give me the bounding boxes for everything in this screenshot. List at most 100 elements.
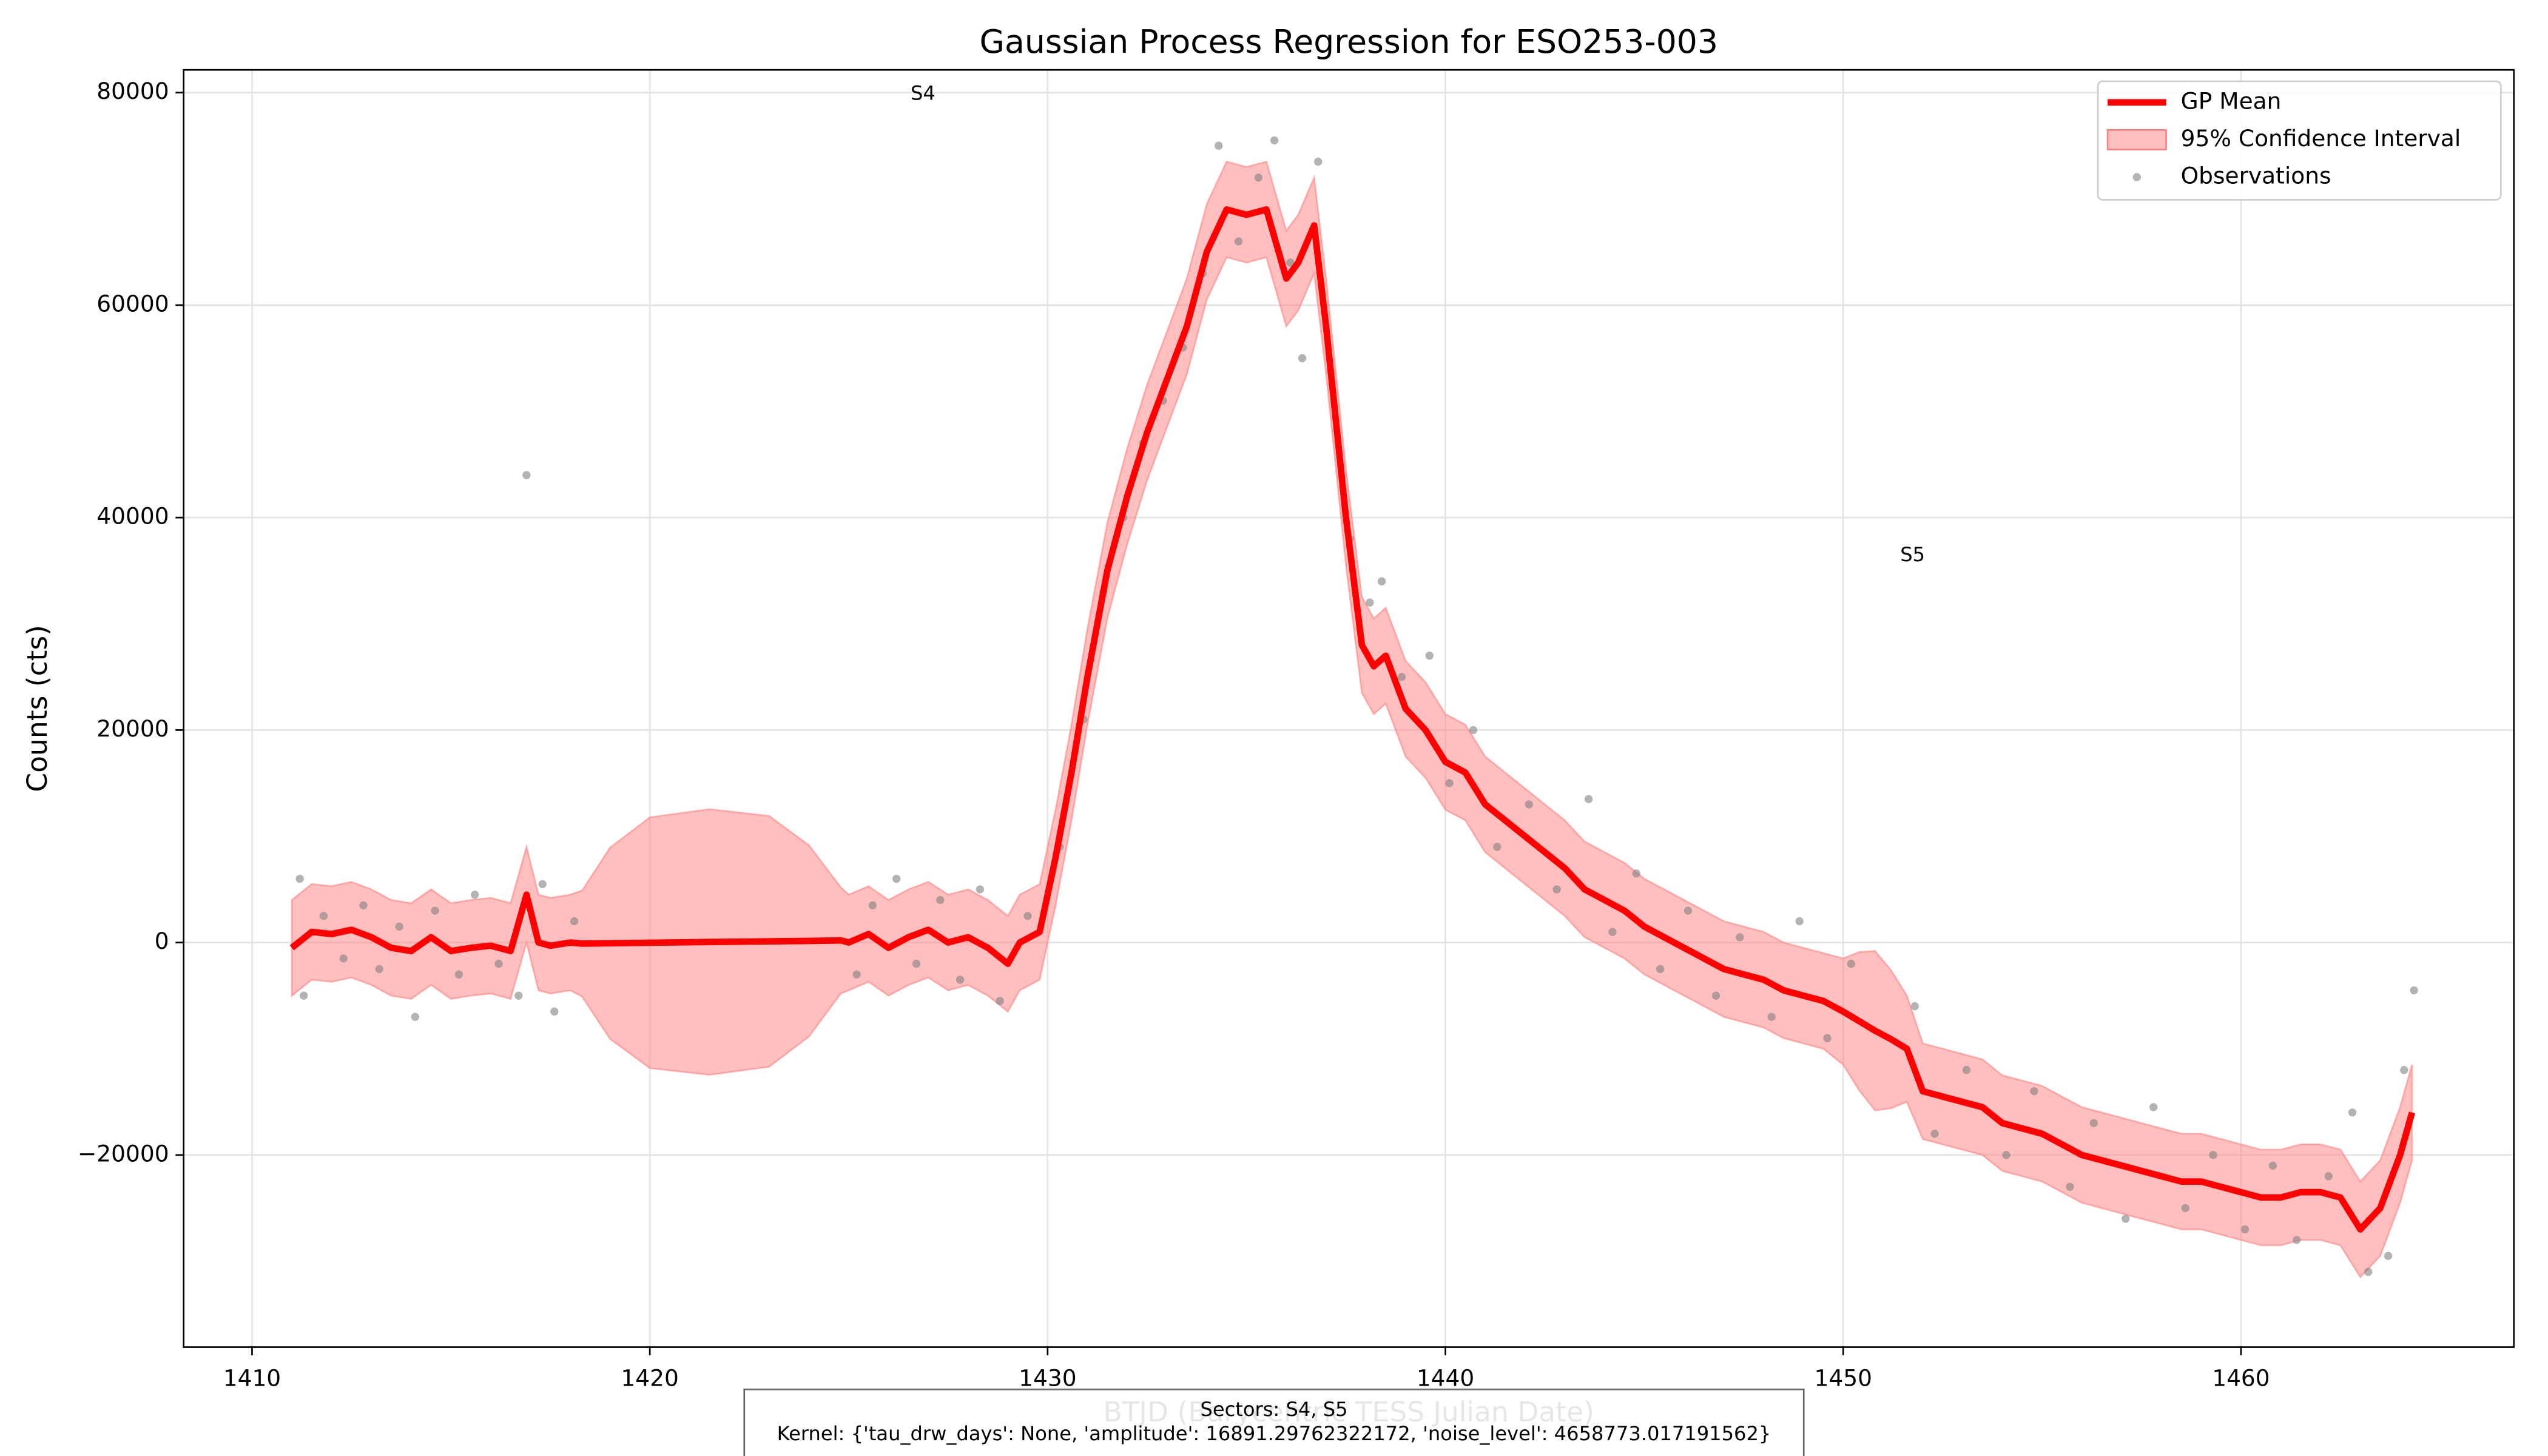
observation [868, 901, 877, 910]
observation [2348, 1108, 2357, 1117]
observation [494, 959, 503, 968]
y-tick-label: −20000 [78, 1140, 169, 1167]
y-tick-label: 40000 [96, 503, 169, 530]
confidence-band [291, 160, 2413, 1279]
observation [1525, 800, 1533, 809]
observation [2089, 1119, 2098, 1127]
legend-box [2097, 80, 2502, 201]
annotation: S5 [1900, 543, 1925, 566]
observation [550, 1007, 559, 1016]
y-tick-label: 0 [155, 928, 169, 954]
ticks: 1410 1420 1430 1440 1450 1460 −20000 0 20000 4000… [78, 78, 2270, 1391]
observation [2400, 1066, 2408, 1074]
observation [1254, 174, 1263, 182]
observation [2240, 1225, 2250, 1234]
observation [2268, 1161, 2277, 1170]
observation [1823, 1034, 1832, 1042]
x-tick-label: 1410 [223, 1365, 281, 1392]
observation [300, 991, 308, 1000]
observation [1795, 917, 1804, 926]
observation [2122, 1215, 2130, 1223]
plot-area [289, 136, 2418, 1279]
observation [1656, 965, 1665, 974]
info-line: Sectors: S4, S5 [1200, 1398, 1347, 1421]
legend-label: 95% Confidence Interval [2181, 125, 2461, 152]
observation [411, 1013, 419, 1021]
observation [522, 471, 531, 479]
observation [1023, 912, 1032, 920]
info-box-frame [743, 1388, 1805, 1456]
observation [1910, 1002, 1919, 1011]
observation [570, 917, 579, 926]
observation [1377, 577, 1386, 585]
observation [912, 959, 921, 968]
observation [1286, 258, 1295, 267]
observation [538, 880, 547, 888]
y-axis-label: Counts (cts) [21, 625, 53, 792]
observation [2002, 1151, 2010, 1159]
observation [2410, 986, 2418, 995]
observation [514, 991, 523, 1000]
observation [2384, 1252, 2393, 1260]
observation [1493, 843, 1502, 851]
observation [339, 954, 348, 963]
observation [1962, 1066, 1971, 1074]
observation [1584, 795, 1593, 803]
observation [956, 976, 965, 984]
observation [1736, 933, 1744, 942]
annotation: S4 [911, 81, 935, 104]
observation [852, 970, 861, 979]
observation [1314, 157, 1323, 166]
observation [2364, 1267, 2373, 1276]
observation [1847, 959, 1856, 968]
observation [2030, 1087, 2038, 1096]
observation [319, 912, 328, 920]
x-tick-label: 1440 [1417, 1365, 1474, 1392]
observation [2209, 1151, 2217, 1159]
y-tick-label: 80000 [96, 78, 169, 104]
observation [1552, 885, 1561, 894]
observation [1608, 928, 1617, 936]
observation [1366, 598, 1374, 607]
observation [2293, 1236, 2301, 1244]
info-line: Kernel: {'tau_drw_days': None, 'amplitud… [777, 1422, 1771, 1445]
observation [1930, 1130, 1939, 1138]
observation [2181, 1204, 2189, 1213]
observation [2066, 1182, 2074, 1191]
x-tick-label: 1460 [2212, 1365, 2270, 1392]
observation [996, 997, 1004, 1005]
observation [1445, 779, 1454, 787]
observation [1469, 726, 1478, 735]
observation [1298, 354, 1307, 363]
observation [1397, 673, 1406, 681]
observation [470, 891, 479, 899]
x-tick-label: 1450 [1815, 1365, 1872, 1392]
info-box: Sectors: S4, S5 Kernel: {'tau_drw_days':… [743, 1388, 1805, 1456]
observation [976, 885, 985, 894]
y-tick-label: 20000 [96, 715, 169, 742]
chart-title: Gaussian Process Regression for ESO253-0… [979, 22, 1717, 61]
observation [1684, 906, 1693, 915]
observation [1632, 869, 1640, 878]
x-tick-label: 1430 [1019, 1365, 1076, 1392]
observation [1711, 991, 1721, 1000]
observation [395, 922, 403, 931]
legend-label: GP Mean [2181, 87, 2282, 114]
observation [1234, 237, 1243, 246]
gp-mean-line [289, 206, 2416, 1233]
observation [375, 965, 383, 974]
observation [1425, 652, 1434, 660]
observation [431, 906, 439, 915]
observation [892, 874, 901, 883]
axes-frame [183, 69, 2515, 1348]
observation [295, 874, 304, 883]
observation [359, 901, 368, 910]
observation [2324, 1172, 2333, 1181]
legend-marker [2132, 173, 2142, 181]
observation [936, 895, 945, 905]
x-tick-label: 1420 [621, 1365, 678, 1392]
legend-label: Observations [2181, 162, 2331, 189]
legend: GP Mean 95% Confidence Interval Observat… [2097, 80, 2502, 201]
legend-patch [2106, 129, 2167, 150]
